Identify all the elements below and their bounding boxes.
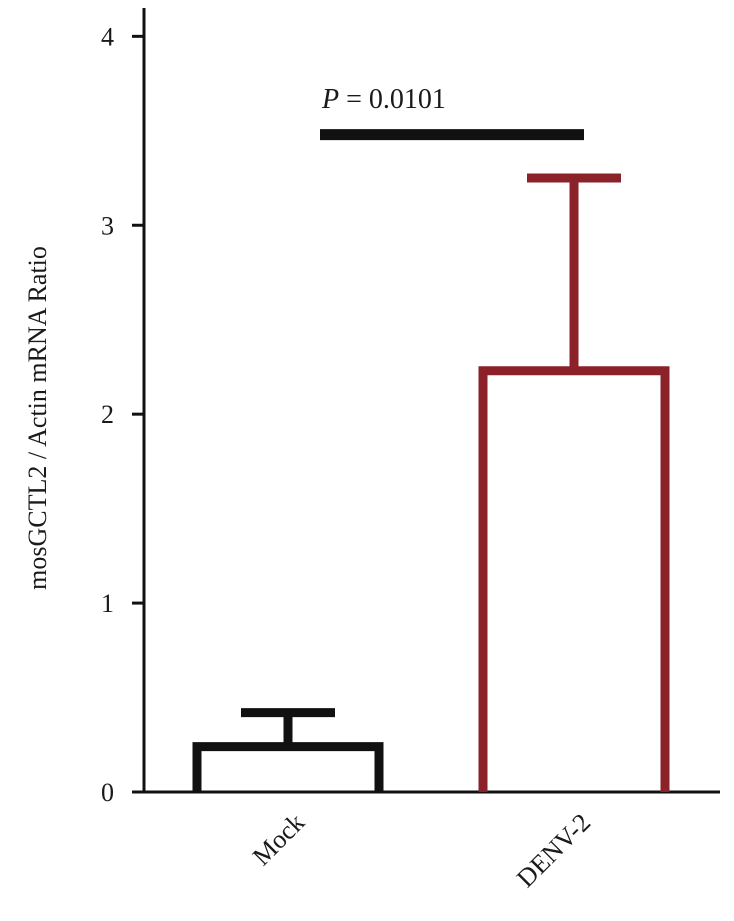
- p-value-number: = 0.0101: [339, 84, 446, 115]
- y-tick-label: 1: [101, 589, 114, 618]
- bar-mock: [192, 742, 384, 792]
- y-tick-label: 0: [101, 778, 114, 807]
- y-tick-label: 4: [101, 22, 114, 51]
- p-value-symbol: P: [321, 84, 339, 115]
- category-label: DENV-2: [511, 808, 596, 893]
- category-label: Mock: [247, 808, 310, 871]
- significance-annotation: P = 0.0101: [320, 84, 584, 141]
- y-axis-label: mosGCTL2 / Actin mRNA Ratio: [23, 246, 52, 590]
- p-value-label: P = 0.0101: [321, 84, 446, 115]
- error-bars: [241, 173, 621, 747]
- y-tick-label: 3: [101, 211, 114, 240]
- axes: 0 1 2 3 4 mosGCTL2 / Actin mRNA Ratio Mock DENV…: [23, 8, 720, 893]
- bar-denv-2: [478, 366, 670, 792]
- y-tick-label: 2: [101, 400, 114, 429]
- bars: [192, 366, 670, 792]
